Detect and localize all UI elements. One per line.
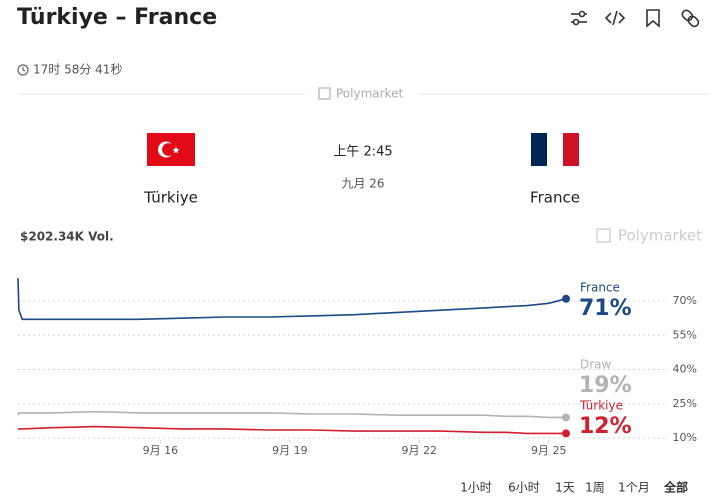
match-time: 上午 2:45 — [333, 145, 392, 160]
end-value-label: 19% — [579, 373, 632, 398]
away-team: France — [530, 189, 580, 207]
legend-name: Draw — [580, 358, 612, 372]
settings-icon[interactable] — [571, 10, 587, 26]
chart: 10% 25% 40% 55% 70% 9月 16 9月 19 9月 22 9月 25 Franc… — [17, 278, 697, 457]
match-date: 九月 26 — [341, 177, 384, 191]
legend-name: France — [580, 281, 620, 295]
series-line — [17, 410, 566, 419]
series-line — [17, 278, 567, 321]
link-icon[interactable] — [681, 9, 700, 28]
end-dot — [562, 294, 570, 303]
x-tick-label: 9月 22 — [402, 444, 438, 457]
countdown: 17时 58分 41秒 — [33, 63, 122, 77]
watermark-logo — [596, 228, 611, 243]
end-dot — [562, 413, 570, 422]
x-tick-label: 9月 19 — [272, 444, 308, 457]
range-button[interactable]: 1个月 — [618, 481, 650, 495]
range-button[interactable]: 6小时 — [508, 481, 540, 495]
end-dot — [562, 429, 570, 438]
range-buttons: 1小时 6小时 1天 1周 1个月 全部 — [460, 480, 688, 495]
bookmark-icon[interactable] — [646, 9, 660, 28]
embed-icon[interactable] — [604, 10, 626, 26]
series-line — [18, 425, 566, 435]
y-tick-label: 25% — [673, 397, 697, 410]
clock-icon — [17, 64, 29, 76]
y-tick-label: 55% — [673, 328, 697, 341]
range-button[interactable]: 全部 — [663, 480, 688, 495]
y-tick-label: 40% — [673, 363, 697, 376]
legend-name: Türkiye — [579, 399, 623, 413]
range-button[interactable]: 1天 — [555, 481, 575, 495]
home-team: Türkiye — [143, 189, 198, 207]
toolbar — [571, 9, 700, 28]
flag-turkey — [147, 133, 195, 166]
brand: Polymarket — [336, 87, 403, 101]
x-tick-label: 9月 25 — [531, 444, 567, 457]
end-value-label: 71% — [579, 296, 632, 321]
brand-logo — [318, 87, 331, 100]
y-tick-label: 10% — [673, 431, 697, 444]
y-tick-label: 70% — [673, 294, 697, 307]
clock-hand — [22, 67, 26, 72]
volume: $202.34K Vol. — [20, 230, 114, 244]
x-tick-label: 9月 16 — [143, 444, 179, 457]
range-button[interactable]: 1周 — [585, 481, 605, 495]
end-value-label: 12% — [579, 414, 632, 439]
watermark: Polymarket — [618, 227, 702, 245]
range-button[interactable]: 1小时 — [460, 481, 492, 495]
title: Türkiye – France — [17, 5, 217, 30]
flag-france — [531, 133, 579, 166]
